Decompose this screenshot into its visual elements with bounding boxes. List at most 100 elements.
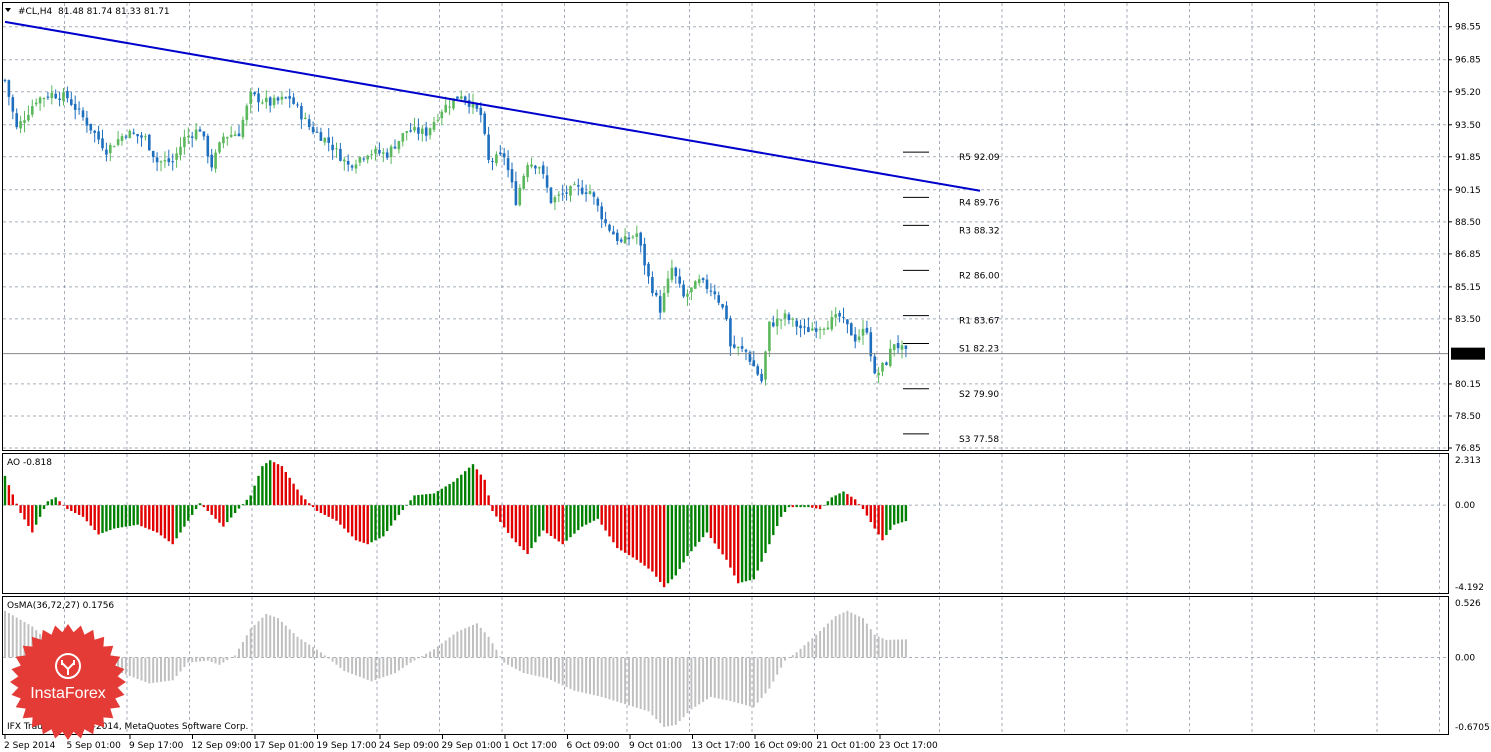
osma-bar: [729, 657, 732, 702]
osma-bar: [811, 638, 814, 658]
osma-bar: [651, 657, 654, 716]
osma-bar: [881, 638, 884, 658]
osma-bar: [807, 641, 810, 658]
last-price-tag: 81.71: [1451, 347, 1485, 360]
ao-bar: [187, 505, 190, 521]
ao-bar: [744, 505, 748, 582]
candle-bear: [3, 79, 7, 81]
ao-bar: [233, 505, 237, 513]
ao-bar: [713, 505, 716, 544]
ao-bar: [198, 503, 202, 506]
candle-bear: [807, 327, 810, 332]
ao-bar: [666, 505, 670, 584]
candle-bear: [760, 373, 763, 382]
candle-bear: [651, 277, 654, 294]
y-tick-label: 98.55: [1455, 23, 1481, 33]
osma-bar: [370, 657, 373, 682]
candle-bear: [545, 175, 549, 188]
candle-bear: [136, 133, 139, 137]
ao-bar: [471, 464, 475, 506]
ao-bar: [409, 500, 412, 506]
candle-bear: [70, 99, 73, 105]
ao-bar: [378, 505, 381, 539]
ao-bar: [776, 505, 779, 526]
candle-bear: [140, 135, 143, 138]
osma-bar: [635, 657, 638, 708]
ao-bar: [46, 501, 50, 506]
ao-bar: [284, 471, 287, 506]
osma-bar: [901, 639, 903, 658]
x-tick-label: 17 Sep 01:00: [254, 741, 314, 751]
osma-bar: [858, 616, 861, 658]
osma-bar: [495, 649, 498, 658]
candle-bull: [428, 128, 432, 136]
ao-bar: [514, 505, 518, 543]
osma-bar: [187, 657, 190, 663]
osma-bar: [253, 624, 256, 658]
candle-bear: [362, 158, 366, 160]
candle-bear: [198, 129, 202, 132]
osma-bar: [156, 657, 159, 683]
candle-bull: [249, 91, 252, 104]
ao-bar: [304, 499, 307, 506]
ao-bar: [331, 505, 334, 519]
candle-bear: [307, 119, 311, 128]
osma-bar: [214, 657, 217, 664]
ao-bar: [38, 505, 42, 517]
osma-bar: [573, 657, 576, 691]
trendline[interactable]: [4, 20, 981, 192]
candle-bear: [604, 219, 607, 224]
osma-panel-frame: [2, 596, 1449, 735]
ao-bar: [113, 505, 116, 529]
ao-bar: [456, 478, 459, 506]
y-tick-label: 0.00: [1455, 501, 1475, 511]
osma-bar: [117, 657, 120, 672]
candle-bull: [573, 184, 576, 186]
ao-bar: [54, 497, 57, 506]
osma-bar: [382, 657, 385, 678]
candle-bear: [151, 150, 155, 157]
osma-bar: [327, 657, 330, 659]
osma-bar: [323, 655, 326, 658]
osma-bar: [4, 610, 6, 658]
candle-bull: [374, 148, 377, 154]
candle-bull: [120, 136, 124, 141]
candle-bear: [276, 97, 280, 101]
osma-bar: [277, 618, 279, 658]
candle-bear: [799, 325, 802, 329]
ao-bar: [152, 505, 155, 531]
ao-bar: [300, 495, 303, 506]
ao-bar: [327, 505, 330, 517]
y-tick-label: 0.00: [1455, 654, 1475, 664]
ao-bar: [861, 505, 865, 510]
ao-bar: [725, 505, 728, 560]
ao-bar: [791, 505, 794, 508]
osma-bar: [308, 644, 311, 658]
candle-bear: [506, 158, 510, 171]
ao-bar: [175, 505, 178, 539]
osma-bar: [624, 657, 627, 705]
candle-bull: [526, 165, 529, 178]
candle-bear: [740, 346, 744, 349]
price-panel-symbol: #CL,H4: [18, 7, 52, 17]
x-tick-label: 19 Sep 17:00: [317, 741, 377, 751]
ao-bar: [249, 495, 252, 506]
candle-bull: [522, 175, 525, 189]
ao-bar: [701, 505, 705, 538]
ao-bar: [651, 505, 654, 572]
candle-bear: [612, 231, 615, 235]
candle-bull: [222, 136, 225, 144]
candle-bull: [460, 96, 463, 99]
candle-bull: [397, 140, 401, 150]
collapse-arrow-icon[interactable]: [5, 8, 11, 12]
osma-bar: [550, 657, 552, 681]
candle-bull: [623, 236, 627, 244]
ao-bar: [830, 497, 833, 506]
ao-bar: [526, 505, 529, 554]
osma-bar: [514, 657, 517, 669]
osma-bar: [518, 657, 521, 671]
ao-bar: [737, 505, 740, 584]
x-tick-label: 1 Oct 17:00: [504, 741, 557, 751]
ao-bar: [23, 505, 26, 520]
